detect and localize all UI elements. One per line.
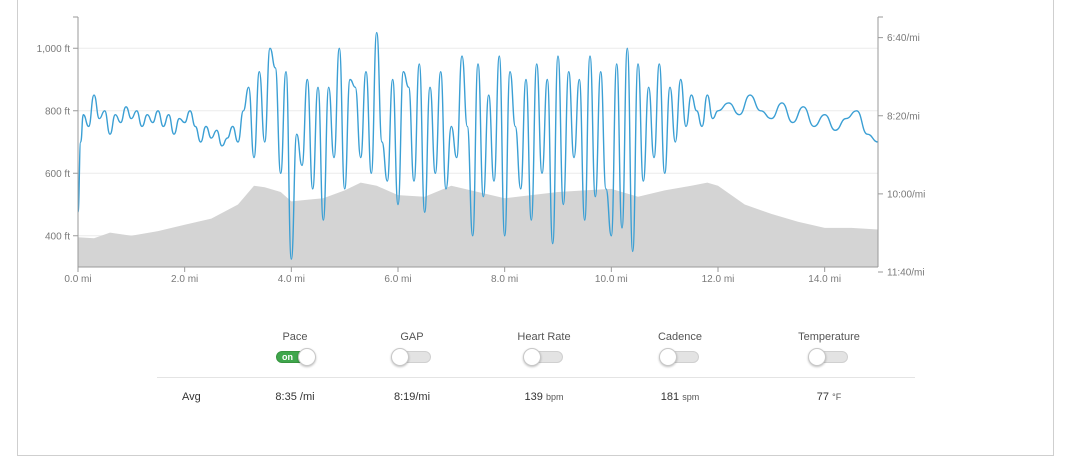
metric-toggles: Pace on GAP Heart Rate Cadence Temperatu…: [157, 331, 915, 377]
switch-knob: [808, 348, 826, 366]
avg-heart-rate: 139 bpm: [484, 391, 604, 403]
axes: 1,000 ft 800 ft 600 ft 400 ft 6:40/mi 8:20/mi…: [37, 16, 925, 285]
avg-unit: bpm: [545, 392, 564, 402]
toggle-gap[interactable]: GAP: [352, 331, 472, 366]
y-left-tick-label: 600 ft: [45, 169, 70, 180]
y-right-tick-label: 8:20/mi: [887, 111, 920, 122]
switch-knob: [523, 348, 541, 366]
switch-state-text: on: [282, 352, 293, 362]
x-tick-label: 14.0 mi: [808, 274, 841, 285]
avg-temperature: 77 °F: [769, 391, 889, 403]
avg-pace: 8:35 /mi: [235, 391, 355, 403]
x-tick-label: 10.0 mi: [595, 274, 628, 285]
pace-switch[interactable]: on: [276, 348, 316, 366]
x-tick-label: 0.0 mi: [64, 274, 91, 285]
avg-value: 8:19/mi: [393, 391, 431, 403]
avg-unit: spm: [682, 392, 700, 402]
toggle-cadence[interactable]: Cadence: [620, 331, 740, 366]
divider: [157, 377, 915, 378]
y-right-tick-label: 6:40/mi: [887, 33, 920, 44]
switch-knob: [391, 348, 409, 366]
switch-knob: [298, 348, 316, 366]
elevation-area: [78, 182, 878, 267]
toggle-pace[interactable]: Pace on: [235, 331, 355, 366]
x-tick-label: 6.0 mi: [384, 274, 411, 285]
gap-switch[interactable]: [391, 348, 431, 366]
elevation-pace-chart[interactable]: 1,000 ft 800 ft 600 ft 400 ft 6:40/mi 8:20/mi…: [0, 0, 1074, 300]
cadence-switch[interactable]: [659, 348, 699, 366]
y-right-tick-label: 10:00/mi: [887, 189, 925, 200]
toggle-label: Cadence: [657, 331, 703, 343]
toggle-temperature[interactable]: Temperature: [769, 331, 889, 366]
y-left-tick-label: 400 ft: [45, 231, 70, 242]
x-tick-label: 12.0 mi: [702, 274, 735, 285]
y-right-tick-label: 11:40/mi: [887, 268, 925, 279]
x-tick-label: 4.0 mi: [278, 274, 305, 285]
avg-gap: 8:19/mi: [352, 391, 472, 403]
avg-value: 139: [524, 391, 543, 403]
toggle-heart-rate[interactable]: Heart Rate: [484, 331, 604, 366]
pace-line: [77, 31, 879, 260]
y-left-tick-label: 800 ft: [45, 106, 70, 117]
x-tick-label: 2.0 mi: [171, 274, 198, 285]
y-left-tick-label: 1,000 ft: [37, 44, 71, 55]
temperature-switch[interactable]: [808, 348, 848, 366]
toggle-label: Pace: [282, 331, 308, 343]
avg-value: 77: [816, 391, 830, 403]
averages-row: Avg 8:35 /mi 8:19/mi 139 bpm 181 spm 77 …: [157, 391, 915, 407]
avg-cadence: 181 spm: [620, 391, 740, 403]
avg-value: 8:35: [275, 391, 297, 403]
toggle-label: GAP: [400, 331, 424, 343]
avg-unit: °F: [832, 392, 842, 402]
heart-rate-switch[interactable]: [523, 348, 563, 366]
avg-value: 181: [660, 391, 680, 403]
avg-unit: /mi: [299, 391, 315, 403]
toggle-label: Heart Rate: [517, 331, 571, 343]
toggle-label: Temperature: [798, 331, 860, 343]
avg-label: Avg: [182, 391, 201, 403]
switch-knob: [659, 348, 677, 366]
x-tick-label: 8.0 mi: [491, 274, 518, 285]
